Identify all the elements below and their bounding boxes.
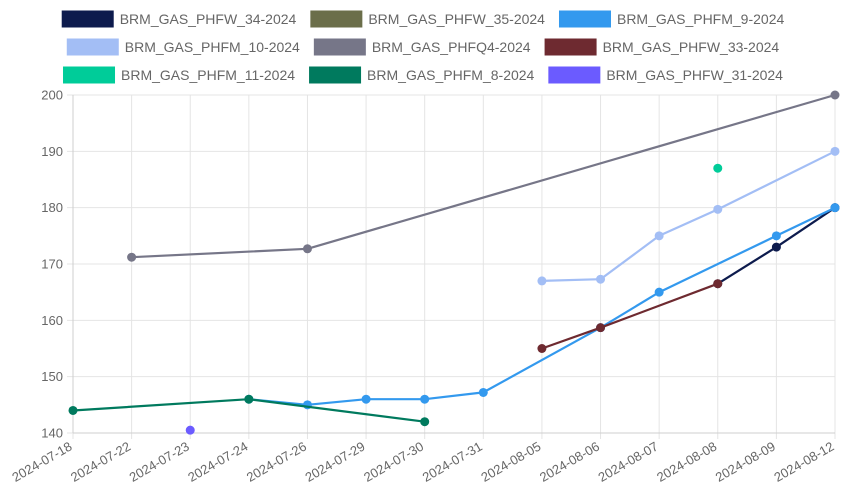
legend-item[interactable]: BRM_GAS_PHFW_35-2024	[310, 10, 545, 28]
legend-label: BRM_GAS_PHFQ4-2024	[372, 39, 531, 55]
data-point[interactable]	[654, 231, 664, 241]
x-tick-label: 2024-07-31	[420, 439, 485, 485]
legend-item[interactable]: BRM_GAS_PHFQ4-2024	[313, 38, 531, 56]
legend-swatch	[558, 10, 611, 28]
x-axis: 2024-07-182024-07-222024-07-232024-07-24…	[9, 439, 836, 485]
legend-swatch	[61, 10, 114, 28]
series-BRM_GAS_PHFM_8-2024	[68, 394, 430, 427]
series-BRM_GAS_PHFQ4-2024	[127, 90, 840, 262]
x-tick-label: 2024-08-12	[771, 439, 836, 485]
y-tick-label: 180	[41, 200, 63, 215]
legend-label: BRM_GAS_PHFW_34-2024	[120, 11, 297, 27]
legend-label: BRM_GAS_PHFW_35-2024	[368, 11, 545, 27]
data-point[interactable]	[420, 417, 430, 427]
x-tick-label: 2024-08-09	[713, 439, 778, 485]
x-tick-label: 2024-07-22	[68, 439, 133, 485]
x-tick-label: 2024-08-05	[478, 439, 543, 485]
legend-swatch	[544, 38, 597, 56]
data-point[interactable]	[713, 163, 723, 173]
data-point[interactable]	[302, 244, 312, 254]
data-point[interactable]	[771, 231, 781, 241]
legend-item[interactable]: BRM_GAS_PHFM_9-2024	[558, 10, 785, 28]
data-point[interactable]	[830, 203, 840, 213]
data-point[interactable]	[596, 274, 606, 284]
x-tick-label: 2024-07-23	[127, 439, 192, 485]
legend-item[interactable]: BRM_GAS_PHFM_8-2024	[309, 66, 535, 84]
series-BRM_GAS_PHFM_10-2024	[537, 146, 840, 286]
y-axis: 140 150 160 170 180 190 200	[41, 88, 63, 441]
legend: BRM_GAS_PHFW_34-2024 BRM_GAS_PHFW_35-2024…	[61, 10, 785, 84]
legend-label: BRM_GAS_PHFM_10-2024	[125, 39, 300, 55]
x-tick-label: 2024-07-26	[244, 439, 309, 485]
legend-item[interactable]: BRM_GAS_PHFM_10-2024	[66, 38, 300, 56]
data-point[interactable]	[771, 242, 781, 252]
data-point[interactable]	[654, 287, 664, 297]
x-tick-label: 2024-07-30	[361, 439, 426, 485]
x-tick-label: 2024-07-18	[9, 439, 74, 485]
data-point[interactable]	[478, 387, 488, 397]
legend-swatch	[309, 66, 362, 84]
legend-item[interactable]: BRM_GAS_PHFW_34-2024	[61, 10, 297, 28]
y-tick-label: 150	[41, 369, 63, 384]
legend-label: BRM_GAS_PHFW_33-2024	[603, 39, 780, 55]
y-tick-label: 140	[41, 426, 63, 441]
legend-swatch	[313, 38, 366, 56]
legend-label: BRM_GAS_PHFW_31-2024	[606, 67, 783, 83]
data-point[interactable]	[713, 204, 723, 214]
y-tick-label: 170	[41, 257, 63, 272]
data-point[interactable]	[537, 344, 547, 353]
legend-swatch	[66, 38, 119, 56]
data-point[interactable]	[127, 252, 137, 262]
series-BRM_GAS_PHFM_11-2024	[713, 163, 723, 173]
legend-swatch	[63, 66, 116, 84]
x-tick-label: 2024-07-29	[302, 439, 367, 485]
series-line	[541, 150, 836, 282]
data-point[interactable]	[537, 276, 547, 286]
x-tick-label: 2024-08-07	[596, 439, 661, 485]
series-line	[541, 282, 719, 350]
data-point[interactable]	[361, 394, 371, 404]
data-point[interactable]	[830, 90, 840, 100]
x-tick-label: 2024-07-24	[185, 439, 250, 485]
data-point[interactable]	[185, 425, 195, 435]
data-point[interactable]	[244, 394, 254, 404]
data-point[interactable]	[713, 279, 723, 289]
series-group	[68, 90, 840, 435]
grid	[67, 94, 836, 439]
series-BRM_GAS_PHFW_31-2024	[185, 425, 195, 435]
legend-item[interactable]: BRM_GAS_PHFM_11-2024	[63, 66, 295, 84]
legend-label: BRM_GAS_PHFM_11-2024	[121, 67, 295, 83]
data-point[interactable]	[596, 323, 606, 333]
legend-item[interactable]: BRM_GAS_PHFW_31-2024	[548, 66, 783, 84]
legend-item[interactable]: BRM_GAS_PHFW_33-2024	[544, 38, 780, 56]
legend-label: BRM_GAS_PHFM_8-2024	[367, 67, 535, 83]
data-point[interactable]	[68, 405, 78, 415]
y-tick-label: 190	[41, 144, 63, 159]
series-BRM_GAS_PHFW_33-2024	[537, 279, 723, 353]
x-tick-label: 2024-08-06	[537, 439, 602, 485]
legend-label: BRM_GAS_PHFM_9-2024	[617, 11, 785, 27]
legend-swatch	[548, 66, 601, 84]
x-tick-label: 2024-08-08	[654, 439, 719, 485]
legend-swatch	[310, 10, 363, 28]
data-point[interactable]	[420, 394, 430, 404]
data-point[interactable]	[830, 146, 840, 156]
y-tick-label: 160	[41, 313, 63, 328]
y-tick-label: 200	[41, 88, 63, 103]
